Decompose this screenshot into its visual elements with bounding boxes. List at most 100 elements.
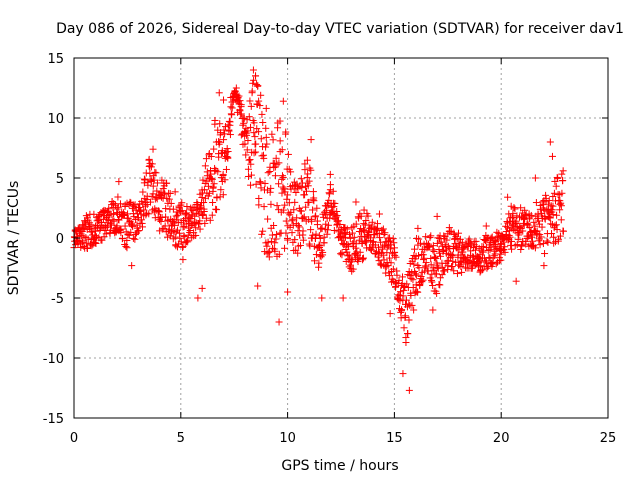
data-point <box>313 217 321 225</box>
data-point <box>506 218 514 226</box>
data-point <box>255 128 263 136</box>
x-tick-label: 0 <box>70 431 78 446</box>
data-point <box>414 288 422 296</box>
data-point <box>393 271 401 279</box>
data-point <box>246 156 254 164</box>
x-axis-label: GPS time / hours <box>281 458 398 474</box>
data-point <box>254 82 262 90</box>
data-point <box>365 229 373 237</box>
data-point <box>259 118 267 126</box>
data-point <box>198 194 206 202</box>
data-point <box>324 221 332 229</box>
data-point <box>436 249 444 257</box>
data-point <box>437 238 445 246</box>
data-point <box>232 84 240 92</box>
data-point <box>385 254 393 262</box>
data-point <box>430 254 438 262</box>
data-point <box>424 267 432 275</box>
data-point <box>455 261 463 269</box>
data-point <box>242 151 250 159</box>
data-point <box>517 245 525 253</box>
data-point <box>124 214 132 222</box>
axis-ticks <box>73 57 609 419</box>
data-point <box>316 242 324 250</box>
data-point <box>338 249 346 257</box>
data-point <box>130 213 138 221</box>
data-point <box>428 278 436 286</box>
data-point <box>262 143 270 151</box>
data-point <box>433 289 441 297</box>
data-point <box>364 212 372 220</box>
data-point <box>532 228 540 236</box>
data-point <box>435 246 443 254</box>
data-point <box>121 222 129 230</box>
data-point <box>550 189 558 197</box>
data-point <box>224 148 232 156</box>
data-point <box>214 168 222 176</box>
data-point <box>213 206 221 214</box>
data-point <box>549 193 557 201</box>
data-point <box>422 233 430 241</box>
data-point <box>179 243 187 251</box>
data-point <box>78 238 86 246</box>
data-point <box>167 199 175 207</box>
data-point <box>406 272 414 280</box>
data-point <box>386 310 394 318</box>
data-point <box>326 170 334 178</box>
data-point <box>245 113 253 121</box>
data-point <box>425 243 433 251</box>
data-point <box>264 169 272 177</box>
data-point <box>537 233 545 241</box>
data-point <box>258 110 266 118</box>
y-tick-labels: -15 -10 -5 0 5 10 15 <box>43 52 64 427</box>
data-point <box>312 230 320 238</box>
data-point <box>278 172 286 180</box>
data-point <box>153 179 161 187</box>
data-point <box>453 235 461 243</box>
data-point <box>253 80 261 88</box>
data-point <box>263 242 271 250</box>
data-point <box>206 216 214 224</box>
data-point <box>301 191 309 199</box>
data-point <box>205 189 213 197</box>
y-tick-label: 15 <box>47 52 64 67</box>
data-point <box>478 266 486 274</box>
data-point <box>302 187 310 195</box>
data-point <box>145 210 153 218</box>
data-point <box>465 235 473 243</box>
data-point <box>344 241 352 249</box>
data-point <box>512 217 520 225</box>
data-point <box>249 79 257 87</box>
data-point <box>362 217 370 225</box>
data-point <box>303 156 311 164</box>
data-point <box>553 173 561 181</box>
data-point <box>108 198 116 206</box>
data-point <box>418 278 426 286</box>
data-point <box>360 226 368 234</box>
data-point <box>514 229 522 237</box>
data-point <box>343 225 351 233</box>
data-point <box>279 173 287 181</box>
data-point <box>502 228 510 236</box>
data-point <box>140 206 148 214</box>
data-point <box>119 234 127 242</box>
data-point <box>360 206 368 214</box>
data-point <box>402 338 410 346</box>
data-point <box>512 277 520 285</box>
data-point <box>540 262 548 270</box>
data-point <box>267 184 275 192</box>
data-point <box>408 301 416 309</box>
data-point <box>128 262 136 270</box>
data-point <box>307 166 315 174</box>
data-point <box>244 127 252 135</box>
data-point <box>223 145 231 153</box>
data-point <box>407 291 415 299</box>
data-point <box>271 247 279 255</box>
data-point <box>208 211 216 219</box>
data-point <box>270 222 278 230</box>
data-point <box>405 386 413 394</box>
data-point <box>546 214 554 222</box>
data-point <box>268 130 276 138</box>
x-tick-label: 25 <box>600 431 617 446</box>
data-point <box>288 229 296 237</box>
